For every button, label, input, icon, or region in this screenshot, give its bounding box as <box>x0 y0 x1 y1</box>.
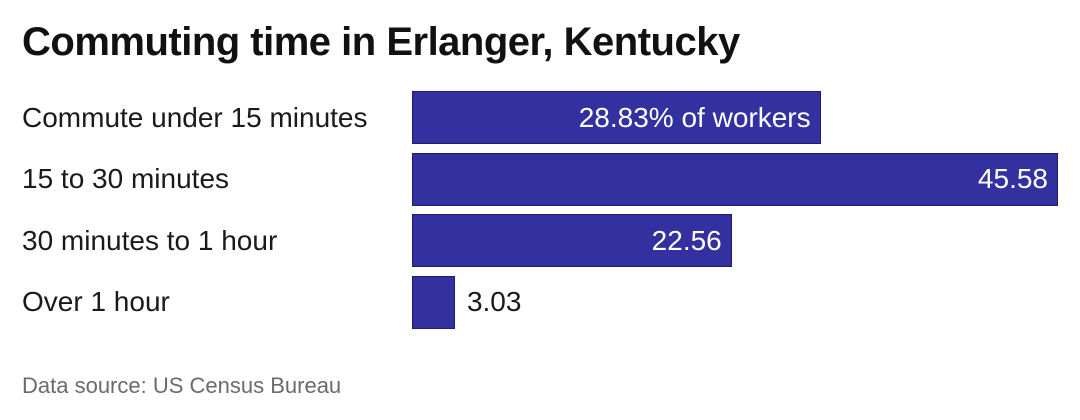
bar-value-label: 3.03 <box>466 286 522 317</box>
category-label: 15 to 30 minutes <box>22 163 230 194</box>
bar <box>412 275 455 329</box>
category-label: Commute under 15 minutes <box>22 101 368 133</box>
bar <box>412 214 732 267</box>
bar <box>412 152 1058 206</box>
bar <box>412 91 821 144</box>
bar-value-label: 45.58 <box>977 163 1048 194</box>
category-label: Over 1 hour <box>22 286 170 317</box>
data-source-note: Data source: US Census Bureau <box>22 373 342 398</box>
bar-value-label: 28.83% of workers <box>578 101 811 133</box>
category-label: 30 minutes to 1 hour <box>22 224 278 256</box>
chart-title: Commuting time in Erlanger, Kentucky <box>22 20 740 64</box>
bar-value-label: 22.56 <box>651 224 722 256</box>
